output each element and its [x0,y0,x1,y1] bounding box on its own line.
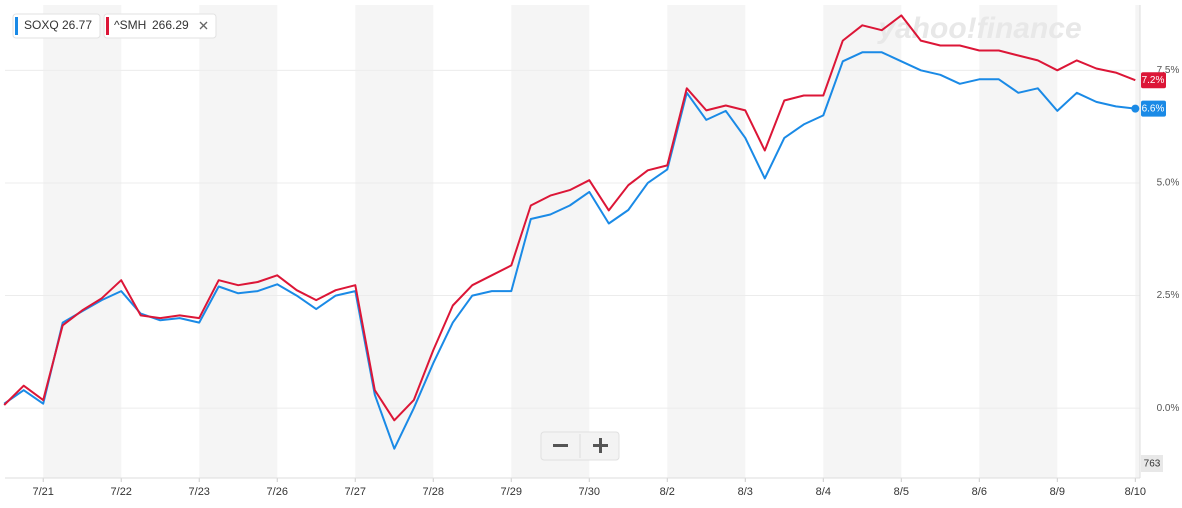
volume-label: 763 [1144,459,1161,470]
session-band [199,5,278,478]
y-tick-label: 2.5% [1157,290,1180,301]
x-tick-label: 7/21 [33,486,54,498]
y-tick-label: 0.0% [1157,403,1180,414]
session-band [355,5,434,478]
x-tick-label: 7/29 [501,486,522,498]
x-tick-label: 8/6 [972,486,987,498]
zoom-controls [540,431,620,461]
watermark: yahoo!finance [876,12,1081,45]
volume-box [1141,455,1163,472]
legend: SOXQ 26.77 ^SMH 266.29 [12,13,217,39]
x-tick-label: 7/22 [111,486,132,498]
legend-price: 26.77 [62,18,92,32]
grid [5,69,1140,482]
session-band [823,5,902,478]
x-tick-label: 8/2 [660,486,675,498]
session-band [667,5,746,478]
x-tick-label: 7/26 [267,486,288,498]
price-line [3,51,1136,450]
last-value-box [1141,72,1166,89]
x-tick-label: 7/30 [579,486,600,498]
x-tick-label: 7/27 [345,486,366,498]
x-tick-label: 8/5 [894,486,909,498]
x-tick-label: 7/28 [423,486,444,498]
x-tick-label: 8/4 [816,486,831,498]
x-tick-label: 8/9 [1050,486,1065,498]
lines [3,14,1136,450]
last-value-label: 7.2% [1142,75,1165,86]
last-value-box [1141,100,1166,117]
session-band [43,5,122,478]
overlay: 7/21 7/22 7/23 7/26 7/27 7/28 7/29 7/30 8/2 8/3 8/… [33,65,1180,498]
legend-swatch [15,17,18,35]
legend-box [12,13,101,39]
legend-name: SOXQ [24,18,59,32]
remove-button[interactable] [199,21,208,30]
legend-price: 266.29 [152,18,189,32]
x-tick-label: 7/23 [189,486,210,498]
zoom-in[interactable] [593,438,608,453]
x-tick-label: 8/3 [738,486,753,498]
session-band [511,5,590,478]
zoom-out[interactable] [553,444,568,447]
session-band [979,5,1058,478]
y-tick-label: 7.5% [1157,65,1180,76]
price-line [3,14,1136,422]
x-tick-label: 8/10 [1125,486,1146,498]
session-bands [43,5,1140,478]
last-point [1131,104,1140,113]
session-band [1135,5,1140,478]
last-value-label: 6.6% [1142,103,1165,114]
y-tick-label: 5.0% [1157,178,1180,189]
legend-swatch [106,17,109,35]
legend-name: ^SMH [114,18,146,32]
legend-box [103,13,217,39]
